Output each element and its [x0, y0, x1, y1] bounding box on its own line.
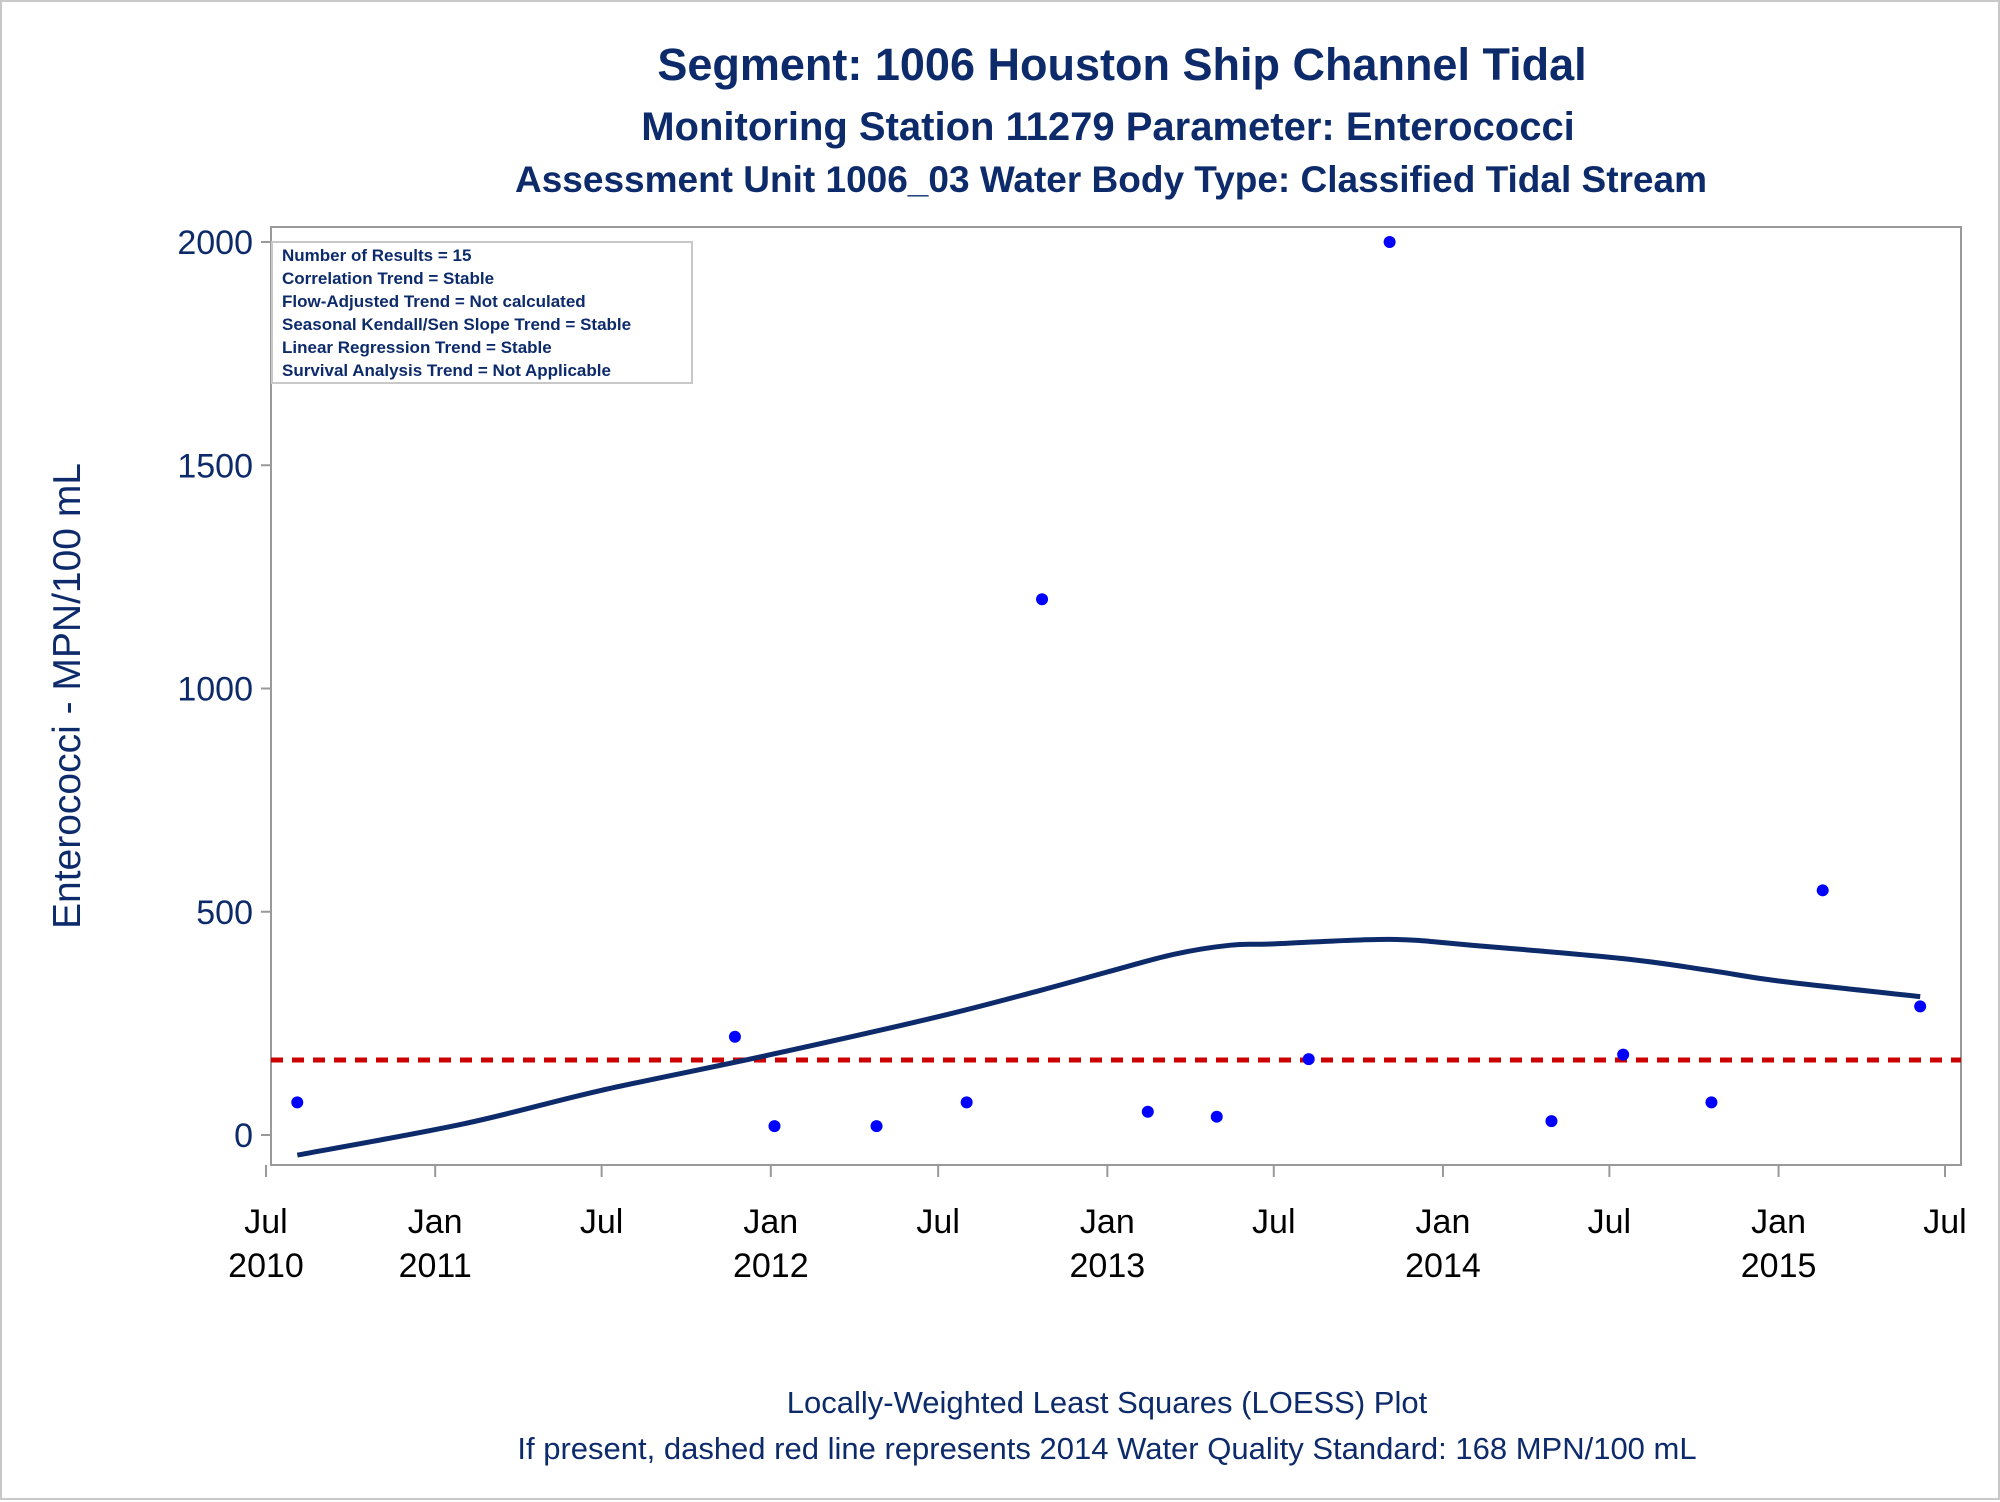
- stats-box: [271, 241, 693, 384]
- data-point: [1914, 1000, 1927, 1013]
- x-tick-label-month: Jan: [1751, 1203, 1806, 1241]
- x-tick-label-month: Jul: [1588, 1203, 1631, 1241]
- stats-seasonal-kendall-trend: Seasonal Kendall/Sen Slope Trend = Stabl…: [282, 315, 631, 334]
- y-tick-label: 1500: [177, 447, 253, 485]
- data-point: [870, 1120, 883, 1133]
- data-point: [291, 1096, 304, 1109]
- y-axis: 0 500 1000 1500 2000: [177, 224, 271, 1155]
- data-point: [1210, 1110, 1223, 1123]
- x-tick-label-month: Jul: [580, 1203, 623, 1241]
- x-tick-label-month: Jan: [408, 1203, 463, 1241]
- points-layer: [291, 236, 1927, 1133]
- x-tick-label-month: Jul: [1923, 1203, 1966, 1241]
- data-point: [768, 1120, 781, 1133]
- stats-number-of-results: Number of Results = 15: [282, 246, 471, 265]
- y-axis-label: Enterococci - MPN/100 mL: [46, 463, 89, 929]
- chart-subtitle-assessment: Assessment Unit 1006_03 Water Body Type:…: [515, 159, 1707, 200]
- x-tick-label-month: Jul: [1252, 1203, 1295, 1241]
- x-tick-label-year: 2013: [1070, 1247, 1146, 1285]
- x-tick-label-month: Jul: [916, 1203, 959, 1241]
- x-tick-label-year: 2011: [399, 1247, 472, 1285]
- data-point: [1141, 1105, 1154, 1118]
- stats-flow-adjusted-trend: Flow-Adjusted Trend = Not calculated: [282, 292, 586, 311]
- x-tick-label-year: 2010: [228, 1247, 304, 1285]
- y-tick-label: 2000: [177, 224, 253, 262]
- data-point: [1302, 1053, 1315, 1066]
- footnote-loess: Locally-Weighted Least Squares (LOESS) P…: [787, 1385, 1428, 1420]
- stats-survival-analysis-trend: Survival Analysis Trend = Not Applicable: [282, 361, 611, 380]
- data-point: [728, 1030, 741, 1043]
- x-tick-label-year: 2012: [733, 1247, 809, 1285]
- chart-title: Segment: 1006 Houston Ship Channel Tidal: [657, 39, 1586, 90]
- stats-linear-regression-trend: Linear Regression Trend = Stable: [282, 338, 552, 357]
- footnote-standard: If present, dashed red line represents 2…: [517, 1431, 1696, 1466]
- x-axis: Jul 2010 Jan 2011 Jul Jan 2012 Jul Jan 2013 Jul Jan…: [228, 1164, 1967, 1285]
- stats-correlation-trend: Correlation Trend = Stable: [282, 269, 494, 288]
- loess-curve: [296, 936, 1921, 1158]
- data-point: [1383, 236, 1396, 248]
- x-tick-label-month: Jul: [244, 1203, 287, 1241]
- data-point: [1617, 1048, 1630, 1061]
- y-tick-label: 1000: [177, 671, 253, 709]
- data-point: [1705, 1096, 1718, 1109]
- x-tick-label-year: 2014: [1405, 1247, 1481, 1285]
- x-tick-label-year: 2015: [1741, 1247, 1817, 1285]
- x-tick-label-month: Jan: [743, 1203, 798, 1241]
- x-tick-label-month: Jan: [1416, 1203, 1471, 1241]
- y-tick-label: 0: [234, 1117, 253, 1155]
- chart-subtitle-station: Monitoring Station 11279 Parameter: Ente…: [641, 105, 1575, 149]
- loess-layer: [296, 936, 1921, 1158]
- data-point: [1545, 1115, 1558, 1128]
- data-point: [960, 1096, 973, 1109]
- data-point: [1816, 884, 1829, 897]
- x-tick-label-month: Jan: [1080, 1203, 1135, 1241]
- data-point: [1036, 593, 1049, 606]
- y-tick-label: 500: [196, 894, 253, 932]
